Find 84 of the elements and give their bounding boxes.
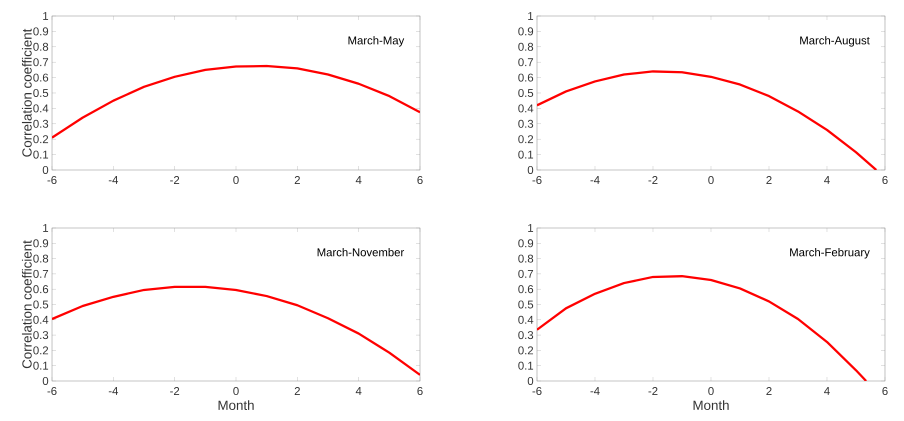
x-tick-label: 4	[824, 176, 830, 184]
x-tick-label: 0	[233, 176, 239, 184]
y-tick-label: 0.3	[518, 120, 534, 128]
line-series	[537, 70, 878, 170]
x-tick-label: 4	[356, 176, 362, 184]
annotation: March-August	[800, 36, 870, 47]
y-tick-label: 1	[43, 12, 48, 20]
x-tick-label: -6	[532, 387, 542, 396]
x-tick-label: 2	[294, 387, 300, 395]
x-tick-label: 0	[708, 387, 714, 396]
y-tick-label: 0.1	[518, 150, 534, 159]
y-tick-label: 0.5	[518, 300, 534, 308]
x-tick-label: 4	[824, 387, 830, 395]
x-tick-label: -4	[590, 176, 600, 184]
y-tick-label: 0	[42, 376, 48, 385]
y-tick-label: 0.3	[518, 331, 534, 340]
y-axis-title: Correlation coefficient	[22, 240, 32, 368]
x-tick-label: 6	[417, 176, 423, 184]
y-tick-label: 0.6	[33, 285, 48, 294]
y-tick-label: 0	[528, 376, 534, 385]
y-tick-label: 0.1	[518, 362, 534, 370]
y-tick-label: 0.8	[518, 42, 534, 51]
y-axis-title: Correlation coefficient	[22, 28, 32, 157]
y-tick-label: 0.9	[518, 27, 534, 36]
x-tick-label: -6	[532, 176, 542, 184]
y-tick-label: 0.3	[33, 120, 48, 128]
y-tick-label: 1	[43, 224, 48, 232]
y-tick-label: 0.2	[518, 346, 534, 354]
y-tick-label: 0.2	[33, 135, 48, 144]
y-tick-label: 0.5	[33, 88, 48, 97]
x-tick-label: 6	[417, 387, 423, 396]
y-tick-label: 0.4	[33, 104, 48, 112]
y-tick-label: 0.7	[33, 270, 48, 278]
y-tick-label: 0.4	[518, 104, 534, 112]
x-tick-label: -2	[648, 176, 658, 184]
y-tick-label: 0.4	[33, 316, 48, 324]
line-series	[52, 286, 420, 376]
y-tick-label: 0.4	[518, 316, 534, 324]
y-tick-label: 0.9	[33, 27, 48, 36]
y-tick-label: 0.5	[518, 88, 534, 97]
line-series	[52, 64, 420, 139]
y-tick-label: 0.7	[518, 58, 534, 66]
y-tick-label: 0.1	[33, 150, 48, 159]
x-tick-label: 0	[233, 387, 239, 396]
y-tick-label: 0.1	[33, 362, 48, 370]
x-tick-label: 6	[882, 387, 888, 396]
y-tick-label: 1	[528, 12, 534, 20]
x-axis-title: Month	[218, 400, 254, 410]
y-tick-label: 0.6	[518, 285, 534, 294]
y-tick-label: 0	[528, 166, 534, 174]
y-tick-label: 0.8	[518, 254, 534, 263]
x-tick-label: -4	[108, 387, 118, 395]
x-tick-label: -2	[648, 387, 658, 395]
y-tick-label: 0.7	[33, 58, 48, 66]
x-tick-label: 2	[766, 387, 772, 395]
x-tick-label: -4	[590, 387, 600, 395]
y-tick-label: 0.9	[33, 239, 48, 248]
x-tick-label: 4	[356, 387, 362, 395]
x-tick-label: 2	[766, 176, 772, 184]
annotation: March-February	[790, 248, 870, 259]
annotation: March-May	[348, 36, 404, 47]
x-axis-title: Month	[694, 400, 729, 410]
annotation: March-November	[318, 248, 404, 256]
y-tick-label: 0.6	[33, 74, 48, 82]
x-tick-label: -6	[47, 387, 57, 396]
x-tick-label: -6	[47, 176, 57, 184]
x-tick-label: -4	[108, 176, 118, 184]
y-tick-label: 0.3	[33, 331, 48, 340]
x-tick-label: 2	[294, 176, 300, 184]
y-tick-label: 0.7	[518, 270, 534, 278]
y-tick-label: 1	[528, 224, 534, 232]
x-tick-label: -2	[170, 176, 180, 184]
y-tick-label: 0.8	[33, 42, 48, 51]
y-tick-label: 0.5	[33, 300, 48, 308]
y-tick-label: 0.2	[33, 346, 48, 354]
y-tick-label: 0.6	[518, 74, 534, 82]
y-tick-label: 0.8	[33, 254, 48, 263]
y-tick-label: 0.9	[518, 239, 534, 248]
line-series	[537, 275, 868, 381]
x-tick-label: -2	[170, 387, 180, 395]
y-tick-label: 0.2	[518, 135, 534, 144]
y-tick-label: 0	[42, 166, 48, 174]
x-tick-label: 0	[708, 176, 714, 184]
x-tick-label: 6	[882, 176, 888, 184]
